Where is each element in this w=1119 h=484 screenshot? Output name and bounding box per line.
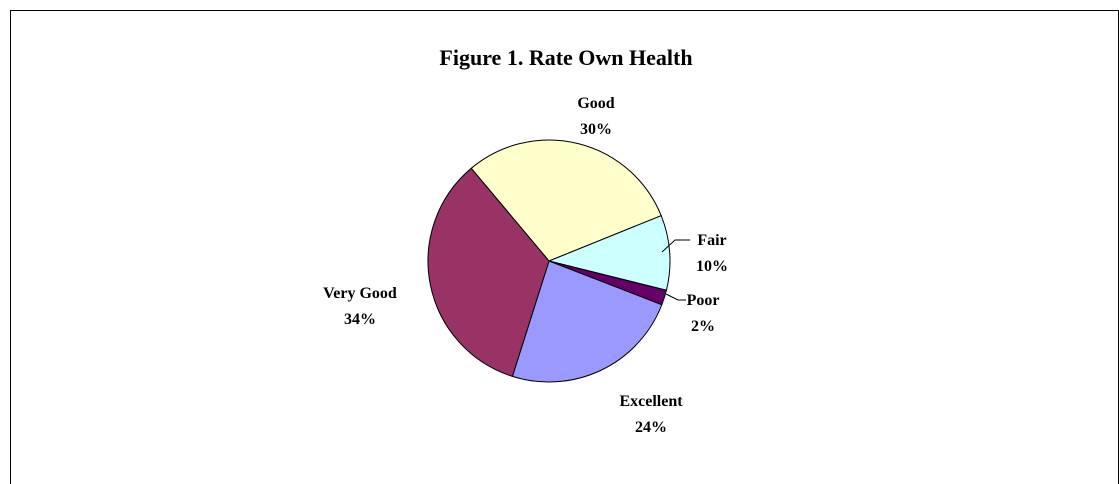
- slice-label: Very Good: [323, 285, 397, 302]
- leader-line: [661, 239, 690, 253]
- pie-slice: [547, 215, 671, 291]
- chart-title: Figure 1. Rate Own Health: [439, 45, 692, 70]
- slice-label: Good: [577, 95, 614, 112]
- slice-value-label: 2%: [691, 318, 715, 335]
- pie-slice: [470, 139, 662, 262]
- pie-slice: [427, 167, 550, 377]
- slice-value-label: 24%: [635, 419, 667, 436]
- slice-label: Fair: [697, 232, 726, 249]
- leader-line: [665, 293, 686, 301]
- slice-value-label: 10%: [696, 258, 728, 275]
- slice-value-label: 34%: [344, 311, 376, 328]
- slice-value-label: 30%: [580, 121, 612, 138]
- slice-label: Poor: [687, 292, 720, 309]
- pie-slice: [511, 260, 663, 383]
- slice-label: Excellent: [619, 393, 683, 410]
